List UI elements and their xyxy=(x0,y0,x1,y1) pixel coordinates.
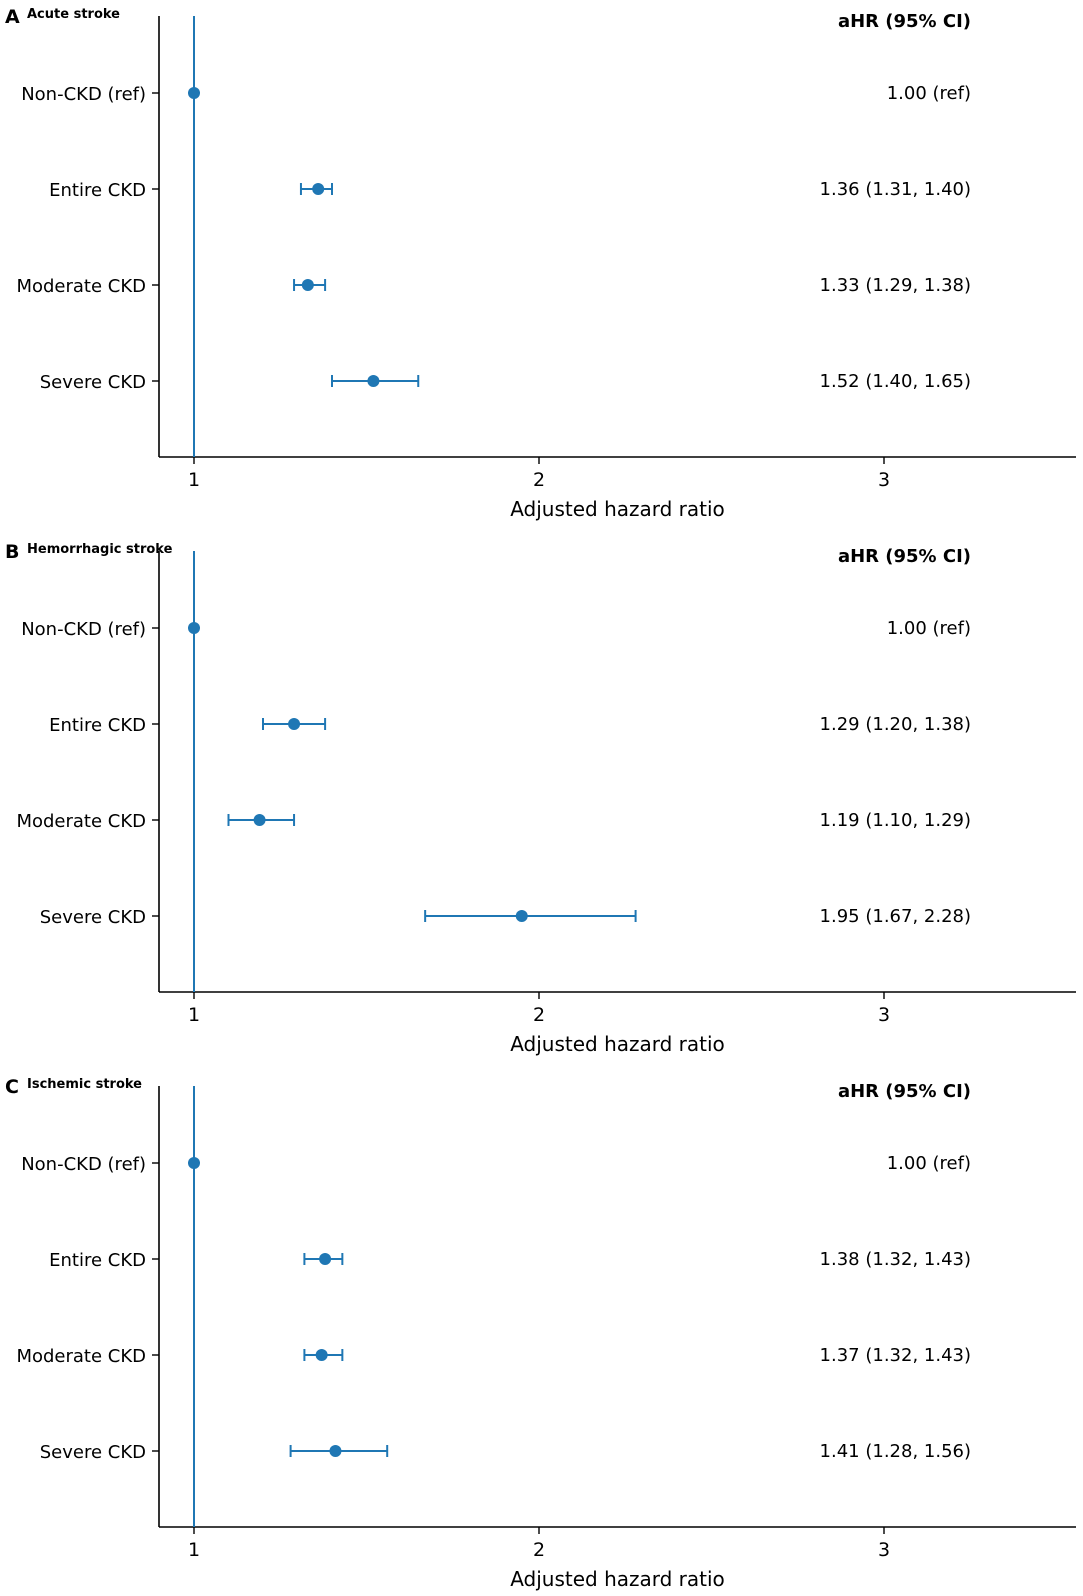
x-axis-label: Adjusted hazard ratio xyxy=(510,1032,725,1056)
hr-point xyxy=(312,183,325,195)
ci-text: 1.00 (ref) xyxy=(887,618,971,639)
x-axis-label: Adjusted hazard ratio xyxy=(510,1567,725,1591)
row-label: Entire CKD xyxy=(49,715,146,736)
x-axis-label: Adjusted hazard ratio xyxy=(510,497,725,521)
panel-letter: B xyxy=(5,541,19,563)
hr-point xyxy=(367,375,380,387)
ci-column-header: aHR (95% CI) xyxy=(838,11,971,32)
row-label: Moderate CKD xyxy=(16,1346,146,1367)
hr-point xyxy=(253,814,266,826)
ci-text: 1.41 (1.28, 1.56) xyxy=(820,1441,971,1462)
panel-title: Ischemic stroke xyxy=(27,1077,142,1092)
row-label: Moderate CKD xyxy=(16,276,146,297)
row-label: Severe CKD xyxy=(40,1442,146,1463)
panel-title: Acute stroke xyxy=(27,7,120,22)
x-tick-label: 1 xyxy=(188,469,200,491)
hr-point xyxy=(301,279,314,291)
ci-text: 1.00 (ref) xyxy=(887,1153,971,1174)
row-label: Entire CKD xyxy=(49,1250,146,1271)
ci-column-header: aHR (95% CI) xyxy=(838,1081,971,1102)
panel-letter: A xyxy=(5,6,20,28)
x-tick-label: 3 xyxy=(878,469,890,491)
panel-title: Hemorrhagic stroke xyxy=(27,542,173,557)
row-label: Severe CKD xyxy=(40,372,146,393)
row-label: Severe CKD xyxy=(40,907,146,928)
x-tick-label: 3 xyxy=(878,1539,890,1561)
ci-text: 1.37 (1.32, 1.43) xyxy=(820,1345,971,1366)
panel-a: A Acute stroke aHR (95% CI) 1 2 3 Adjusted haz… xyxy=(5,6,1076,521)
ci-text: 1.38 (1.32, 1.43) xyxy=(820,1249,971,1270)
hr-point xyxy=(188,87,200,99)
hr-point xyxy=(329,1445,342,1457)
row-label: Non-CKD (ref) xyxy=(21,84,146,105)
ci-text: 1.52 (1.40, 1.65) xyxy=(820,371,971,392)
hr-point xyxy=(515,910,528,922)
panel-letter: C xyxy=(5,1076,19,1098)
ci-text: 1.95 (1.67, 2.28) xyxy=(820,906,971,927)
ci-text: 1.33 (1.29, 1.38) xyxy=(820,275,971,296)
ci-column-header: aHR (95% CI) xyxy=(838,546,971,567)
x-tick-label: 2 xyxy=(533,1539,545,1561)
row-label: Moderate CKD xyxy=(16,811,146,832)
hr-point xyxy=(188,1157,200,1169)
ci-text: 1.19 (1.10, 1.29) xyxy=(820,810,971,831)
x-tick-label: 1 xyxy=(188,1004,200,1026)
ci-text: 1.00 (ref) xyxy=(887,83,971,104)
x-tick-label: 3 xyxy=(878,1004,890,1026)
x-tick-label: 1 xyxy=(188,1539,200,1561)
row-label: Entire CKD xyxy=(49,180,146,201)
panel-b: B Hemorrhagic stroke aHR (95% CI) 1 2 3 Adjust… xyxy=(5,541,1076,1056)
row-label: Non-CKD (ref) xyxy=(21,1154,146,1175)
row-label: Non-CKD (ref) xyxy=(21,619,146,640)
x-tick-label: 2 xyxy=(533,469,545,491)
hr-point xyxy=(319,1253,332,1265)
x-tick-label: 2 xyxy=(533,1004,545,1026)
ci-text: 1.36 (1.31, 1.40) xyxy=(820,179,971,200)
hr-point xyxy=(288,718,301,730)
hr-point xyxy=(188,622,200,634)
ci-text: 1.29 (1.20, 1.38) xyxy=(820,714,971,735)
panel-c: C Ischemic stroke aHR (95% CI) 1 2 3 Adjusted … xyxy=(5,1076,1076,1591)
hr-point xyxy=(315,1349,328,1361)
